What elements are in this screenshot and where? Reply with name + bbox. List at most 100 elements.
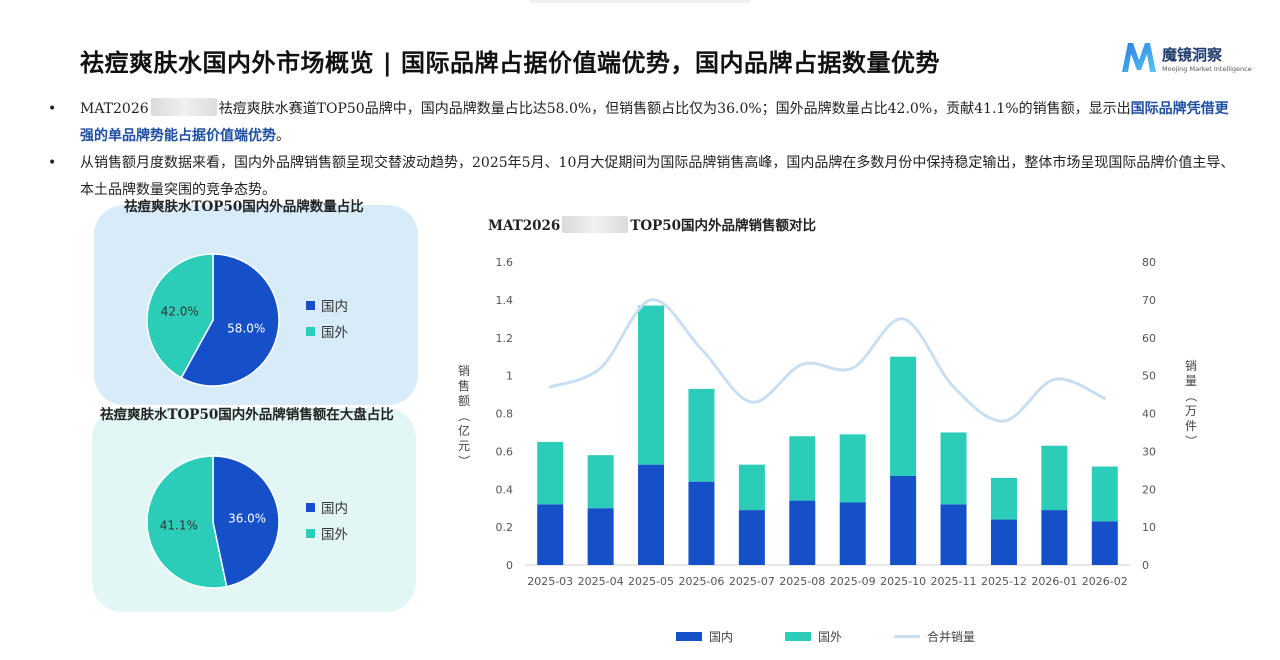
brand-count-title: 祛痘爽肤水TOP50国内外品牌数量占比 [124,199,364,215]
svg-text:元: 元 [458,439,470,453]
bar-foreign [638,305,665,465]
x-tick-label: 2025-10 [880,575,926,588]
legend-label-foreign: 国外 [321,527,348,543]
logo-name: 魔镜洞察 [1162,46,1223,64]
logo-mark-icon [1122,43,1156,72]
legend-swatch-volume [894,635,921,638]
bullet-dot: • [48,155,57,171]
legend-swatch-domestic [306,502,315,512]
svg-text:（: （ [457,410,471,422]
x-tick-label: 2025-11 [931,575,977,588]
bar-foreign [940,432,967,505]
svg-text:万: 万 [1185,404,1197,418]
bar-domestic [738,510,765,565]
legend-item-foreign: 国外 [785,628,842,645]
combined-volume-line [548,298,1107,423]
legend-label-domestic: 国内 [321,501,348,517]
page-title: 祛痘爽肤水国内外市场概览 | 国际品牌占据价值端优势，国内品牌占据数量优势 [80,49,940,77]
bar-foreign [990,477,1017,520]
legend-label-foreign: 国外 [321,325,348,341]
bullet-dot: • [48,101,57,117]
y2-tick-label: 80 [1142,256,1156,269]
legend-item-foreign: 国外 [306,520,348,546]
svg-text:售: 售 [458,378,470,393]
pie-slice-foreign [146,455,228,589]
bullet-2-text: 从销售额月度数据来看，国内外品牌销售额呈现交替波动趋势，2025年5月、10月大… [80,155,1235,198]
sales-chart-title-text: TOP50国内外品牌销售额对比 [630,218,817,234]
svg-text:销: 销 [1185,359,1197,373]
bullet-1-suffix: 。 [276,128,290,144]
y-tick-label: 1 [506,370,513,383]
bullet-1: • MAT2026 祛痘爽肤水赛道TOP50品牌中，国内品牌数量占比达58.0%，… [48,96,1238,150]
bar-domestic [940,504,967,565]
pie-label-domestic: 58.0% [227,322,265,336]
legend-item-domestic: 国内 [306,494,348,520]
y-tick-label: 0.2 [496,521,514,534]
pie-slice-domestic [180,253,280,387]
bar-foreign [890,356,917,476]
bar-foreign [789,436,816,501]
legend-swatch-foreign [785,632,812,641]
bar-foreign [688,388,715,482]
bar-domestic [890,475,917,565]
x-tick-label: 2025-03 [527,575,573,588]
pie-slice-foreign [146,253,214,379]
y-tick-label: 0.8 [496,408,514,421]
bar-domestic [587,508,614,565]
bar-foreign [839,434,866,503]
x-tick-label: 2026-02 [1082,575,1128,588]
brand-count-legend: 国内 国外 [306,292,348,344]
svg-text:（: （ [1184,390,1198,402]
redacted-blur [150,98,217,116]
y2-tick-label: 70 [1142,294,1156,307]
sales-chart-legend: 国内 国外 合并销量 [676,628,1027,645]
y2-tick-label: 20 [1142,483,1156,496]
summary-bullets: • MAT2026 祛痘爽肤水赛道TOP50品牌中，国内品牌数量占比达58.0%，… [48,96,1238,204]
legend-label-domestic: 国内 [709,630,734,644]
legend-item-volume: 合并销量 [894,628,975,645]
svg-text:件: 件 [1185,419,1197,433]
y-tick-label: 0.4 [496,483,514,496]
y2-tick-label: 0 [1142,559,1149,572]
y-tick-label: 1.6 [496,256,514,269]
legend-item-foreign: 国外 [306,318,348,344]
svg-text:）: ） [457,455,471,467]
bar-domestic [1091,521,1118,565]
bar-domestic [839,502,866,565]
pie-label-domestic: 36.0% [228,511,266,525]
bar-domestic [990,519,1017,565]
x-tick-label: 2025-08 [779,575,825,588]
x-tick-label: 2026-01 [1031,575,1077,588]
sales-share-pie: 36.0% 41.1% [146,455,280,589]
brand-logo: 魔镜洞察 Moojing Market Intelligence [1120,40,1260,80]
sales-share-title: 祛痘爽肤水TOP50国内外品牌销售额在大盘占比 [100,407,394,423]
svg-text:亿: 亿 [458,423,470,438]
bullet-1-prefix: MAT2026 [80,101,149,117]
y2-tick-label: 10 [1142,521,1156,534]
bar-domestic [537,504,564,565]
x-tick-label: 2025-12 [981,575,1027,588]
y2-tick-label: 60 [1142,332,1156,345]
y-tick-label: 1.4 [496,294,514,307]
redacted-blur [562,216,629,233]
bar-foreign [738,464,765,511]
y-axis-title: 销售额 （亿元 ） [457,364,471,467]
x-tick-label: 2025-09 [830,575,876,588]
pie-slice-domestic [212,455,280,588]
pie-label-foreign: 42.0% [161,304,199,318]
legend-item-domestic: 国内 [306,292,348,318]
y-tick-label: 1.2 [496,332,514,345]
bar-domestic [789,500,816,565]
legend-swatch-domestic [306,300,315,310]
legend-swatch-foreign [306,528,315,538]
bar-foreign [1041,445,1068,511]
bar-foreign [537,441,564,505]
legend-item-domestic: 国内 [676,628,733,645]
svg-text:额: 额 [458,394,470,408]
sales-chart-title-prefix: MAT2026 [488,218,561,234]
logo-subtitle: Moojing Market Intelligence [1162,65,1252,73]
brand-count-pie: 58.0% 42.0% [146,253,280,387]
y-tick-label: 0.6 [496,445,514,458]
sales-comparison-chart: 0 0.2 0.4 0.6 0.8 1 1.2 1.4 1.6 0 10 20 30 40 50 60 70 80… [457,256,1198,588]
bar-domestic [1041,510,1068,565]
